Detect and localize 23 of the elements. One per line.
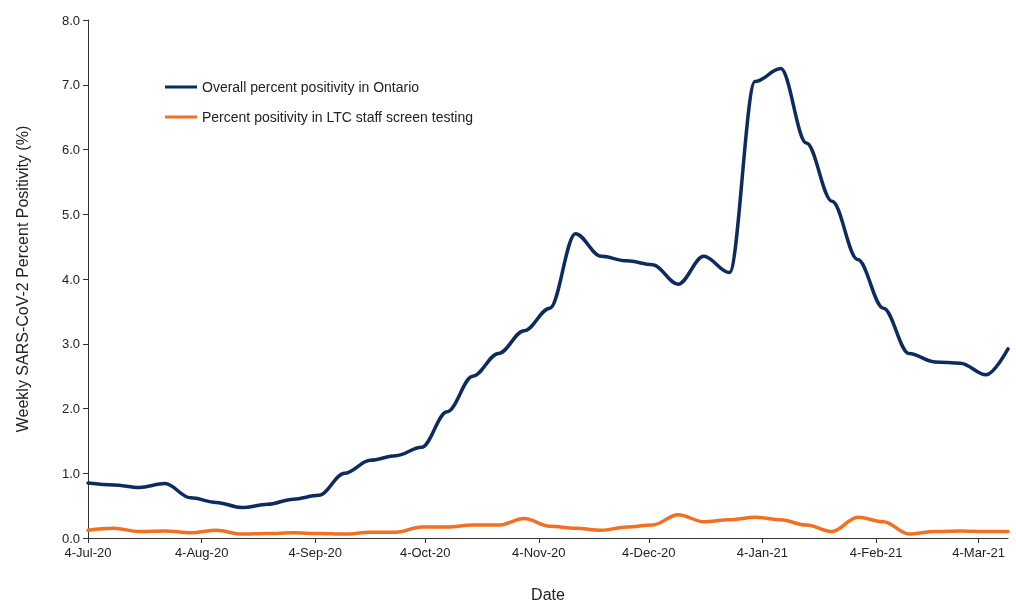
y-tick-label: 0.0	[61, 530, 80, 546]
y-tick-label: 3.0	[61, 336, 80, 352]
y-tick-label: 6.0	[61, 142, 80, 157]
x-tick-label: 4-Dec-20	[622, 545, 676, 560]
y-axis-title: Weekly SARS-CoV-2 Percent Positivity (%)	[13, 125, 31, 433]
y-tick-label: 1.0	[61, 465, 80, 481]
x-tick-label: 4-Nov-20	[512, 545, 566, 560]
y-tick-label: 2.0	[61, 401, 80, 416]
x-tick-label: 4-Feb-21	[849, 545, 903, 560]
y-tick-label: 8.0	[61, 12, 80, 28]
legend-label: Overall percent positivity in Ontario	[202, 79, 420, 95]
y-tick-label: 4.0	[61, 271, 80, 287]
x-tick-label: 4-Jul-20	[64, 545, 112, 560]
x-axis-title: Date	[531, 585, 565, 603]
x-tick-label: 4-Sep-20	[288, 545, 342, 560]
x-tick-label: 4-Mar-21	[952, 545, 1006, 560]
x-tick-label: 4-Jan-21	[736, 545, 789, 560]
line-series	[86, 66, 1010, 510]
y-tick-label: 5.0	[61, 206, 80, 222]
y-tick-label: 7.0	[61, 77, 80, 93]
x-tick-label: 4-Oct-20	[399, 545, 451, 560]
x-tick-label: 4-Aug-20	[174, 545, 229, 560]
legend-label: Percent positivity in LTC staff screen testing	[202, 109, 474, 125]
